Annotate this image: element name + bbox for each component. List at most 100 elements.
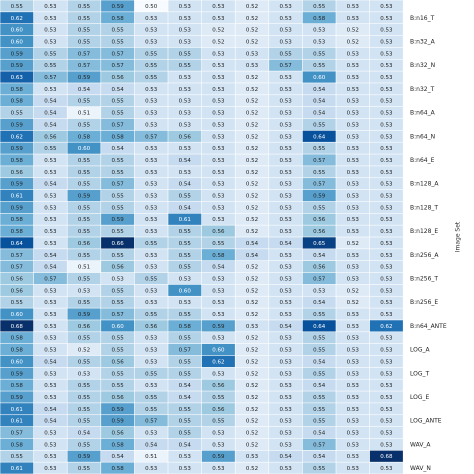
cell-value-label: 0.56 xyxy=(313,265,326,271)
heatmap-cell xyxy=(336,95,370,107)
cell-value-label: 0.51 xyxy=(145,454,157,460)
heatmap-cell xyxy=(168,237,202,249)
heatmap-cell xyxy=(201,24,235,36)
cell-value-label: 0.53 xyxy=(380,419,393,425)
cell-value-label: 0.54 xyxy=(179,395,192,401)
cell-value-label: 0.53 xyxy=(380,371,393,377)
heatmap-cell xyxy=(168,83,202,95)
cell-value-label: 0.57 xyxy=(111,122,124,128)
cell-value-label: 0.53 xyxy=(380,383,393,389)
cell-value-label: 0.52 xyxy=(246,39,258,45)
heatmap-cell xyxy=(33,272,67,285)
heatmap-cell xyxy=(336,106,370,119)
heatmap-cell xyxy=(201,130,235,142)
row-label: LOG_ANTE xyxy=(410,418,442,425)
cell-value-label: 0.55 xyxy=(212,419,225,425)
cell-value-label: 0.53 xyxy=(347,63,360,69)
heatmap-cell xyxy=(67,379,101,391)
cell-value-label: 0.58 xyxy=(11,336,24,342)
cell-value-label: 0.53 xyxy=(347,454,360,460)
heatmap-cell xyxy=(101,213,135,225)
heatmap-cell xyxy=(235,12,269,24)
cell-value-label: 0.55 xyxy=(145,276,158,282)
cell-value-label: 0.53 xyxy=(347,217,360,223)
cell-value-label: 0.53 xyxy=(279,122,292,128)
heatmap-cell xyxy=(369,379,403,391)
cell-value-label: 0.54 xyxy=(111,454,124,460)
heatmap-cell xyxy=(33,403,67,415)
cell-value-label: 0.53 xyxy=(246,324,259,330)
heatmap-cell xyxy=(101,83,135,95)
heatmap-cell xyxy=(201,118,235,131)
heatmap-cell xyxy=(336,379,370,391)
heatmap-cell xyxy=(33,343,67,356)
heatmap-cell xyxy=(369,83,403,95)
cell-value-label: 0.53 xyxy=(347,359,360,365)
cell-value-label: 0.58 xyxy=(111,134,124,140)
heatmap-cell xyxy=(369,272,403,285)
heatmap-cell xyxy=(269,118,303,131)
cell-value-label: 0.55 xyxy=(313,63,326,69)
cell-value-label: 0.57 xyxy=(279,63,292,69)
heatmap-cell xyxy=(302,47,336,59)
heatmap-cell xyxy=(134,166,168,178)
cell-value-label: 0.60 xyxy=(11,28,24,34)
cell-value-label: 0.61 xyxy=(179,217,191,223)
cell-value-label: 0.55 xyxy=(111,205,124,211)
cell-value-label: 0.53 xyxy=(380,312,393,318)
heatmap-cell xyxy=(201,272,235,285)
cell-value-label: 0.60 xyxy=(179,288,192,294)
heatmap-cell xyxy=(168,320,202,332)
cell-value-label: 0.52 xyxy=(246,312,258,318)
heatmap-cell xyxy=(269,379,303,391)
heatmap-cell xyxy=(33,213,67,225)
cell-value-label: 0.58 xyxy=(111,16,124,22)
heatmap-cell xyxy=(33,154,67,166)
cell-value-label: 0.53 xyxy=(279,300,292,306)
heatmap-cell xyxy=(0,225,34,237)
heatmap-cell xyxy=(134,450,168,462)
heatmap-cell xyxy=(269,166,303,178)
cell-value-label: 0.56 xyxy=(313,217,326,223)
cell-value-label: 0.53 xyxy=(279,28,292,34)
cell-value-label: 0.52 xyxy=(246,158,258,164)
row-label: B:n64_A xyxy=(410,110,436,117)
cell-value-label: 0.53 xyxy=(380,229,393,235)
cell-value-label: 0.53 xyxy=(212,134,225,140)
heatmap-cell xyxy=(336,438,370,450)
cell-value-label: 0.53 xyxy=(347,146,360,152)
heatmap-cell xyxy=(134,367,168,379)
cell-value-label: 0.54 xyxy=(179,442,192,448)
heatmap-cell xyxy=(168,391,202,403)
heatmap-cell xyxy=(302,379,336,391)
heatmap-cell xyxy=(168,261,202,273)
heatmap-cell xyxy=(0,0,34,12)
heatmap-cell xyxy=(134,47,168,59)
heatmap-cell xyxy=(336,189,370,202)
heatmap-cell xyxy=(67,462,101,474)
cell-value-label: 0.53 xyxy=(380,158,393,164)
cell-value-label: 0.55 xyxy=(78,182,91,188)
heatmap-cell xyxy=(336,343,370,356)
heatmap-cell xyxy=(201,332,235,344)
cell-value-label: 0.55 xyxy=(78,39,91,45)
cell-value-label: 0.53 xyxy=(44,16,57,22)
heatmap-cell xyxy=(336,59,370,71)
heatmap-cell xyxy=(302,296,336,308)
heatmap-cell xyxy=(269,142,303,154)
cell-value-label: 0.53 xyxy=(347,419,360,425)
cell-value-label: 0.57 xyxy=(11,431,24,437)
heatmap-cell xyxy=(235,261,269,273)
heatmap-cell xyxy=(336,0,370,12)
heatmap-cell xyxy=(33,35,67,48)
heatmap-cell xyxy=(33,166,67,178)
heatmap-cell xyxy=(369,166,403,178)
heatmap-cell xyxy=(336,367,370,379)
heatmap-cell xyxy=(67,296,101,308)
cell-value-label: 0.53 xyxy=(279,75,292,81)
cell-value-label: 0.53 xyxy=(212,170,225,176)
cell-value-label: 0.55 xyxy=(179,312,192,318)
cell-value-label: 0.52 xyxy=(246,229,258,235)
heatmap-cell xyxy=(101,59,135,71)
cell-value-label: 0.53 xyxy=(279,265,292,271)
